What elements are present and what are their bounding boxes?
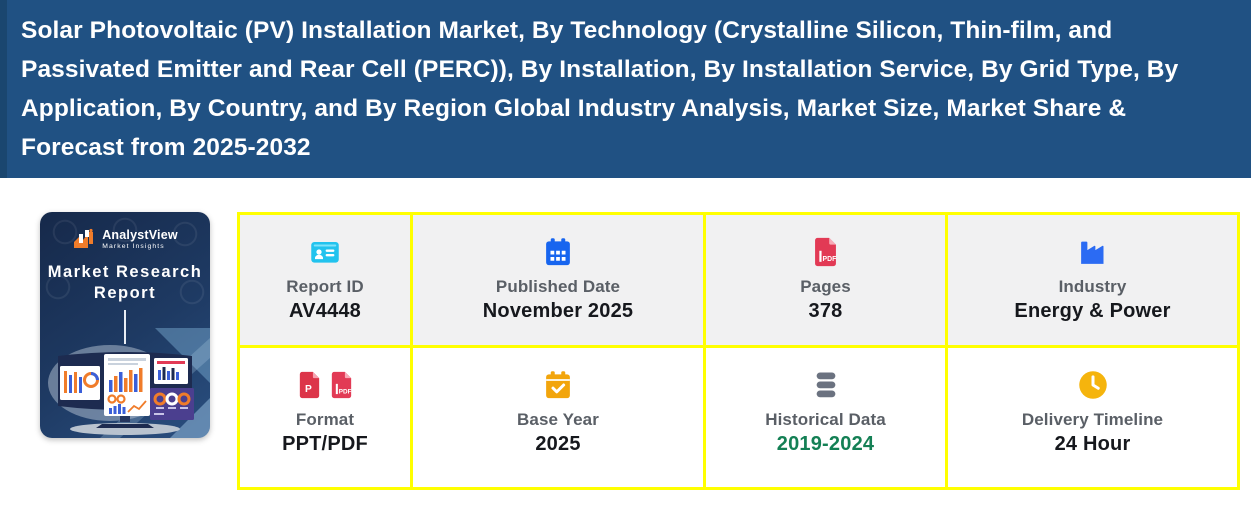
pdf-file-icon: PDF bbox=[812, 236, 839, 268]
info-value: PPT/PDF bbox=[282, 433, 368, 455]
info-value: AV4448 bbox=[289, 300, 361, 322]
info-cell-report-id: Report ID AV4448 bbox=[240, 215, 410, 345]
calendar-check-icon bbox=[543, 369, 573, 401]
id-card-icon bbox=[308, 236, 342, 268]
info-cell-historical-data: Historical Data 2019-2024 bbox=[706, 348, 945, 487]
info-label: Delivery Timeline bbox=[1021, 410, 1164, 429]
brand-subtitle: Market Insights bbox=[102, 243, 165, 250]
database-icon bbox=[811, 369, 841, 401]
clock-icon bbox=[1078, 369, 1108, 401]
ppt-pdf-file-icons: P PDF bbox=[297, 369, 354, 401]
info-cell-delivery-timeline: Delivery Timeline 24 Hour bbox=[948, 348, 1237, 487]
info-value: 24 Hour bbox=[1054, 433, 1131, 455]
svg-text:P: P bbox=[304, 384, 311, 395]
info-cell-base-year: Base Year 2025 bbox=[413, 348, 703, 487]
brand-name: AnalystView bbox=[102, 228, 178, 242]
report-cover-thumbnail: AnalystView Market Insights Market Resea… bbox=[40, 212, 210, 438]
brand-logo: AnalystView Market Insights bbox=[40, 228, 210, 250]
page-title: Solar Photovoltaic (PV) Installation Mar… bbox=[21, 11, 1221, 167]
page-title-line-2: Passivated Emitter and Rear Cell (PERC))… bbox=[21, 56, 1179, 83]
info-cell-format: P PDF Format PPT/PDF bbox=[240, 348, 410, 487]
svg-text:PDF: PDF bbox=[823, 256, 837, 263]
report-title-banner: Solar Photovoltaic (PV) Installation Mar… bbox=[0, 0, 1251, 178]
info-label: Published Date bbox=[495, 277, 621, 296]
info-value: Energy & Power bbox=[1014, 300, 1171, 322]
thumbnail-report-title: Market Research Report bbox=[47, 263, 203, 302]
info-cell-pages: PDF Pages 378 bbox=[706, 215, 945, 345]
thumbnail-divider-line bbox=[124, 310, 126, 344]
info-label: Pages bbox=[800, 277, 851, 296]
info-value: 2025 bbox=[535, 433, 581, 455]
calendar-icon bbox=[543, 236, 573, 268]
info-value: 2019-2024 bbox=[776, 433, 875, 455]
info-value: 378 bbox=[808, 300, 843, 322]
info-label: Historical Data bbox=[765, 410, 886, 429]
info-label: Report ID bbox=[286, 277, 364, 296]
page-title-line-3: Application, By Country, and By Region G… bbox=[21, 95, 1127, 122]
report-info-grid: Report ID AV4448 Published Date November… bbox=[237, 212, 1240, 490]
page-title-line-4: Forecast from 2025-2032 bbox=[21, 134, 311, 161]
info-label: Base Year bbox=[517, 410, 599, 429]
info-label: Format bbox=[295, 410, 355, 429]
brand-logo-icon bbox=[74, 228, 94, 248]
info-cell-industry: Industry Energy & Power bbox=[948, 215, 1237, 345]
info-cell-published-date: Published Date November 2025 bbox=[413, 215, 703, 345]
monitor-charts-illustration bbox=[48, 328, 210, 438]
factory-icon bbox=[1078, 236, 1108, 268]
info-label: Industry bbox=[1058, 277, 1127, 296]
banner-left-edge bbox=[0, 0, 7, 178]
info-value: November 2025 bbox=[482, 300, 634, 322]
svg-text:PDF: PDF bbox=[338, 389, 351, 396]
page-title-line-1: Solar Photovoltaic (PV) Installation Mar… bbox=[21, 17, 1113, 44]
